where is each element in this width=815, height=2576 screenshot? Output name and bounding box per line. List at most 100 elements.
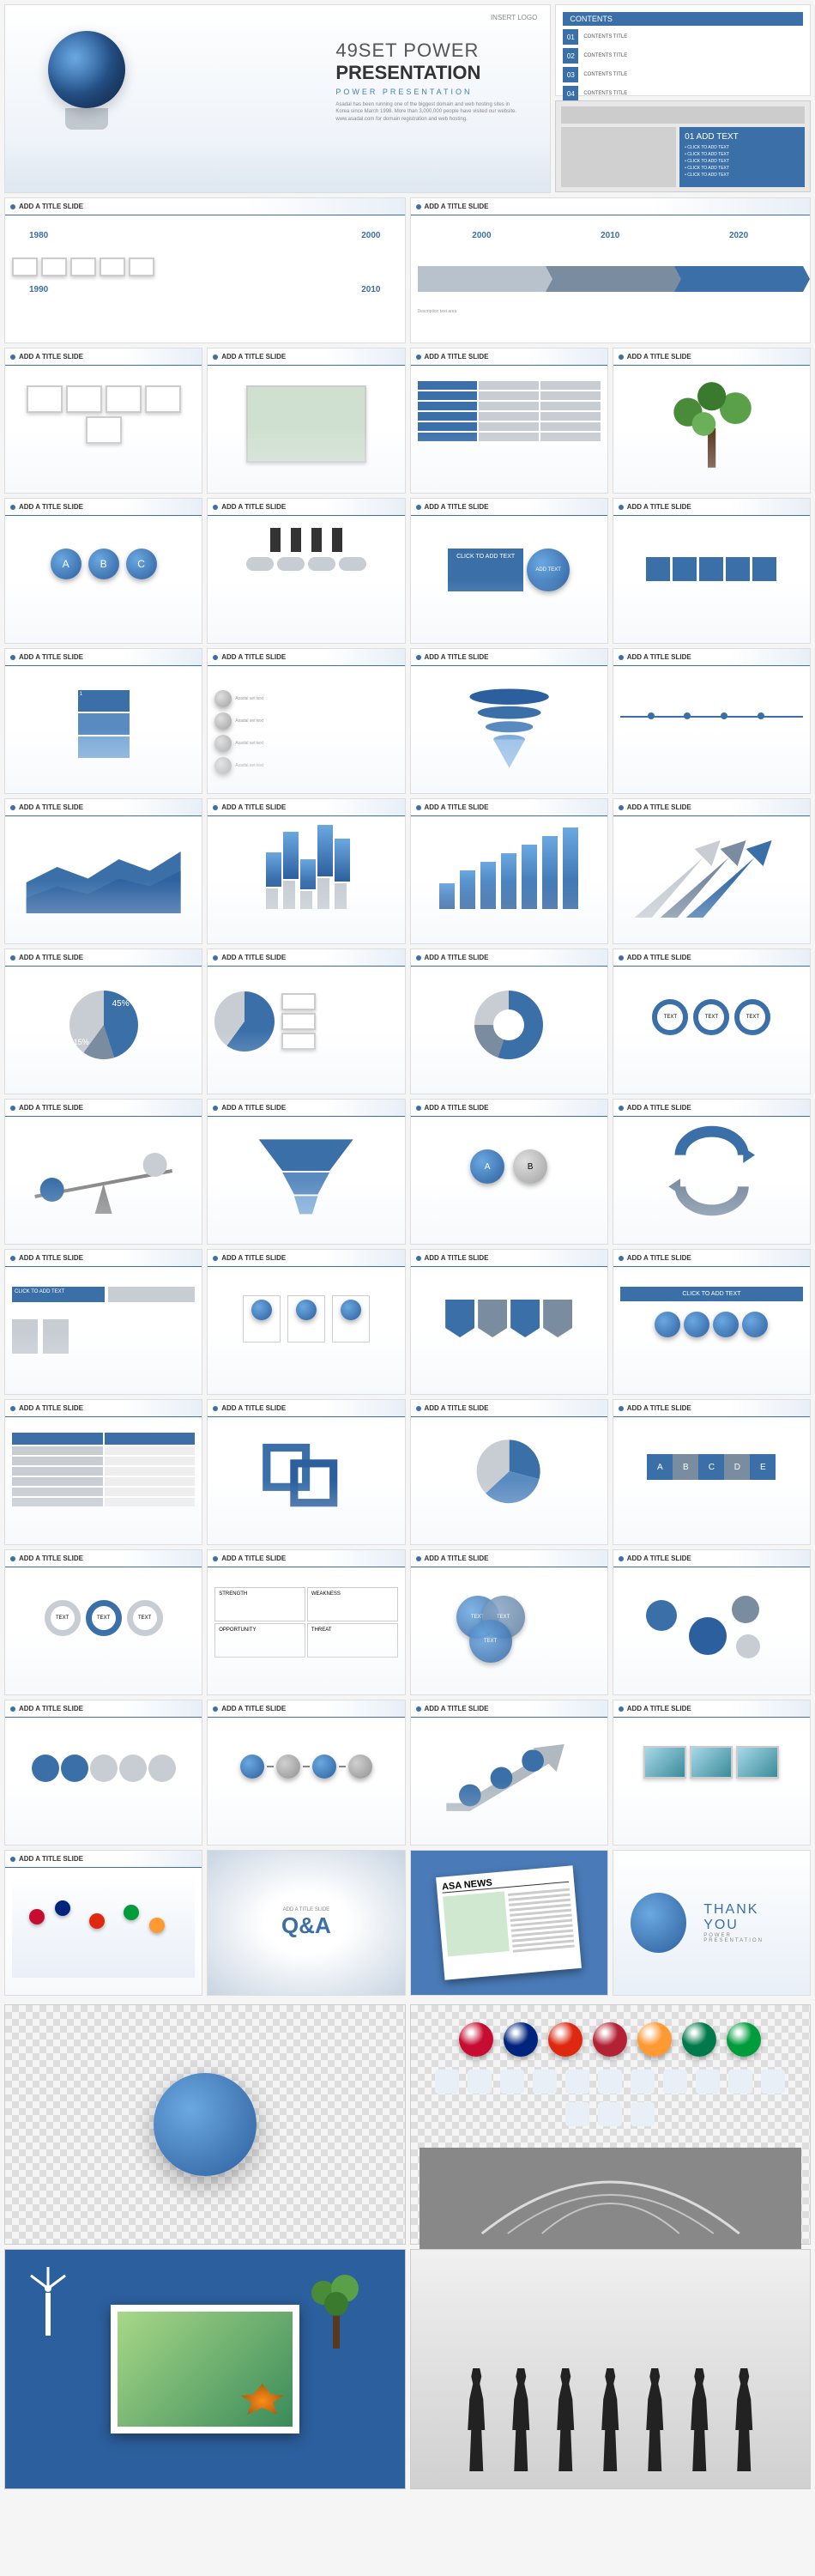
gear-icon bbox=[61, 1755, 88, 1782]
timeline-slide: ADD A TITLE SLIDE 1980 2000 1990 2010 bbox=[4, 197, 406, 343]
slide-title: ADD A TITLE SLIDE bbox=[221, 1555, 286, 1562]
template-thumbnail: ADD A TITLE SLIDEABC bbox=[4, 498, 202, 644]
biz-photo bbox=[561, 127, 676, 187]
slide-title: ADD A TITLE SLIDE bbox=[19, 954, 83, 961]
flag-ball-icon bbox=[682, 2022, 716, 2057]
slide-title: ADD A TITLE SLIDE bbox=[221, 954, 286, 961]
template-thumbnail: ADD A TITLE SLIDE bbox=[4, 1700, 202, 1846]
flags-row bbox=[411, 2005, 811, 2057]
template-thumbnail: ADD A TITLE SLIDE bbox=[207, 798, 405, 944]
biz-bullet: • CLICK TO ADD TEXT bbox=[685, 166, 800, 171]
template-thumbnail: ADD A TITLE SLIDE bbox=[613, 348, 811, 494]
thanks-slide: THANK YOUPOWER PRESENTATION bbox=[613, 1850, 811, 1996]
template-thumbnail: ADD A TITLE SLIDE bbox=[410, 798, 608, 944]
slide-title: ADD A TITLE SLIDE bbox=[425, 803, 489, 811]
timeline-photo bbox=[100, 258, 125, 276]
slide-title: ADD A TITLE SLIDE bbox=[627, 1254, 691, 1262]
template-thumbnail: ADD A TITLE SLIDE bbox=[410, 1399, 608, 1545]
slide-title: ADD A TITLE SLIDE bbox=[425, 1555, 489, 1562]
slide-title: ADD A TITLE SLIDE bbox=[425, 1404, 489, 1412]
person-silhouette-icon bbox=[682, 2368, 716, 2471]
template-thumbnail: ADD A TITLE SLIDE45%15% bbox=[4, 949, 202, 1094]
biz-bullet: • CLICK TO ADD TEXT bbox=[685, 159, 800, 164]
side-column: CONTENTS 01CONTENTS TITLE02CONTENTS TITL… bbox=[555, 4, 811, 193]
row-2: ADD A TITLE SLIDE 1980 2000 1990 2010 AD… bbox=[0, 197, 815, 348]
asset-icon bbox=[663, 2070, 687, 2094]
template-thumbnail: ADD A TITLE SLIDE bbox=[410, 1700, 608, 1846]
slide-title: ADD A TITLE SLIDE bbox=[19, 1104, 83, 1112]
contents-badge: 04 bbox=[563, 86, 578, 101]
slide-title: ADD A TITLE SLIDE bbox=[425, 203, 489, 210]
template-thumbnail: ADD A TITLE SLIDE bbox=[613, 798, 811, 944]
template-thumbnail: ADD A TITLE SLIDE bbox=[410, 949, 608, 1094]
template-thumbnail: ADD A TITLE SLIDETEXTTEXTTEXT bbox=[4, 1549, 202, 1695]
template-grid: ADD A TITLE SLIDEADD A TITLE SLIDEADD A … bbox=[0, 348, 815, 2000]
qa-title: Q&A bbox=[281, 1912, 331, 1939]
contents-label: CONTENTS TITLE bbox=[583, 91, 627, 96]
year-2000: 2000 bbox=[361, 231, 380, 240]
slide-title: ADD A TITLE SLIDE bbox=[627, 503, 691, 511]
person-silhouette-icon bbox=[548, 2368, 583, 2471]
timeline-dot-icon bbox=[721, 712, 727, 719]
gear-icon bbox=[689, 1617, 727, 1655]
template-thumbnail: ADD A TITLE SLIDETEXTTEXTTEXT bbox=[613, 949, 811, 1094]
asset-icon bbox=[631, 2070, 655, 2094]
map-pin-icon bbox=[149, 1918, 165, 1933]
slide-title: ADD A TITLE SLIDE bbox=[425, 653, 489, 661]
asset-icon bbox=[728, 2070, 752, 2094]
asset-icon bbox=[500, 2070, 524, 2094]
thanks-title: THANK YOU bbox=[703, 1902, 793, 1933]
slide-title: ADD A TITLE SLIDE bbox=[627, 1555, 691, 1562]
timeline-photo bbox=[129, 258, 154, 276]
slide-title: ADD A TITLE SLIDE bbox=[221, 353, 286, 361]
slide-title: ADD A TITLE SLIDE bbox=[19, 803, 83, 811]
business-slide: 01 ADD TEXT • CLICK TO ADD TEXT• CLICK T… bbox=[555, 100, 811, 192]
contents-item: 02CONTENTS TITLE bbox=[563, 48, 803, 64]
slide-title: ADD A TITLE SLIDE bbox=[221, 1254, 286, 1262]
windmill-icon bbox=[22, 2267, 74, 2340]
slide-title: ADD A TITLE SLIDE bbox=[19, 353, 83, 361]
hero-desc: Asadal has been running one of the bigge… bbox=[335, 101, 524, 123]
step-arrow: .step-yr:nth-child(2)::after{border-left… bbox=[546, 266, 674, 292]
map-pin-icon bbox=[29, 1909, 45, 1924]
asset-icon bbox=[468, 2070, 492, 2094]
slide-title: ADD A TITLE SLIDE bbox=[425, 954, 489, 961]
flag-ball-icon bbox=[727, 2022, 761, 2057]
biz-photo-strip bbox=[561, 106, 805, 124]
slide-title: ADD A TITLE SLIDE bbox=[19, 1705, 83, 1712]
asset-icon bbox=[565, 2070, 589, 2094]
world-map-bg bbox=[5, 141, 550, 192]
person-silhouette-icon bbox=[459, 2368, 493, 2471]
asset-silhouettes bbox=[410, 2249, 812, 2489]
slide-title: ADD A TITLE SLIDE bbox=[221, 803, 286, 811]
news-slide: ASA NEWS bbox=[410, 1850, 608, 1996]
biz-bullet: • CLICK TO ADD TEXT bbox=[685, 152, 800, 157]
year-2010: 2010 bbox=[361, 285, 380, 294]
slide-title: ADD A TITLE SLIDE bbox=[221, 1104, 286, 1112]
biz-text-panel: 01 ADD TEXT • CLICK TO ADD TEXT• CLICK T… bbox=[679, 127, 805, 187]
template-thumbnail: ADD A TITLE SLIDE bbox=[207, 498, 405, 644]
contents-label: CONTENTS TITLE bbox=[583, 72, 627, 77]
template-thumbnail: ADD A TITLE SLIDEAsadal set textAsadal s… bbox=[207, 648, 405, 794]
world-map-icon bbox=[12, 1875, 195, 1978]
contents-label: CONTENTS TITLE bbox=[583, 34, 627, 39]
flag-ball-icon bbox=[637, 2022, 672, 2057]
contents-item: 03CONTENTS TITLE bbox=[563, 67, 803, 82]
timeline-dot-icon bbox=[648, 712, 655, 719]
gear-icon bbox=[32, 1755, 59, 1782]
icons-row bbox=[411, 2057, 811, 2139]
asset-panels bbox=[0, 2000, 815, 2494]
template-thumbnail: ADD A TITLE SLIDETEXTTEXTTEXT bbox=[410, 1549, 608, 1695]
step-year: 2010 bbox=[601, 231, 619, 240]
flag-ball-icon bbox=[593, 2022, 627, 2057]
template-thumbnail: ADD A TITLE SLIDE bbox=[4, 1850, 202, 1996]
gear-icon bbox=[90, 1755, 118, 1782]
contents-header: CONTENTS bbox=[563, 12, 803, 26]
timeline bbox=[12, 258, 398, 276]
template-thumbnail: ADD A TITLE SLIDE bbox=[207, 1700, 405, 1846]
slide-title: ADD A TITLE SLIDE bbox=[19, 1404, 83, 1412]
year-1990: 1990 bbox=[29, 285, 48, 294]
hero-logo: INSERT LOGO bbox=[491, 14, 537, 21]
contents-slide: CONTENTS 01CONTENTS TITLE02CONTENTS TITL… bbox=[555, 4, 811, 96]
template-thumbnail: ADD A TITLE SLIDEABCDE bbox=[613, 1399, 811, 1545]
